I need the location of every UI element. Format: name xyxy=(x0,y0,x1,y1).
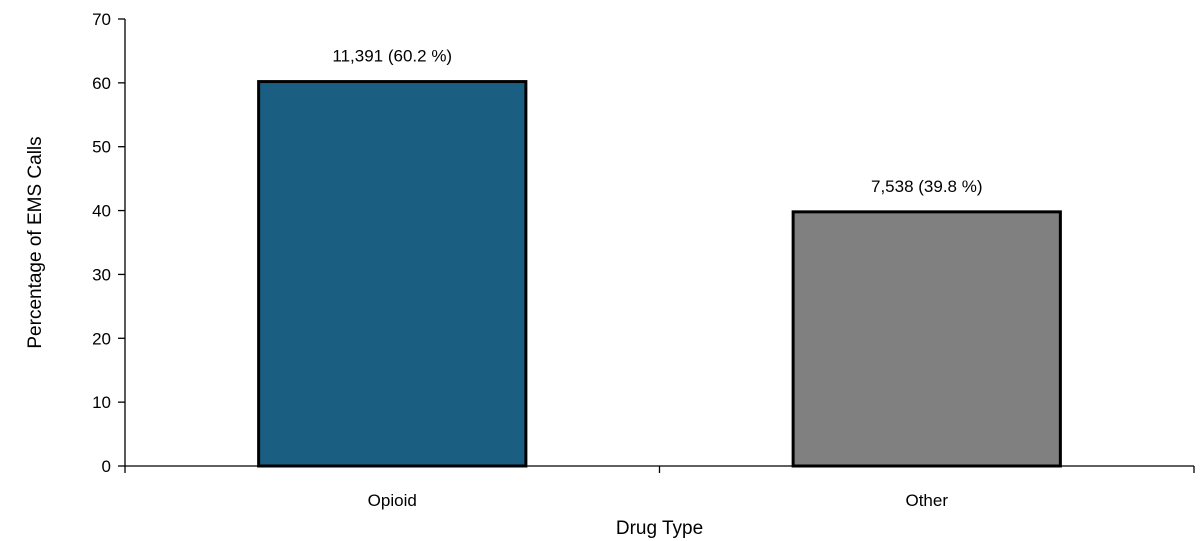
y-tick-label: 70 xyxy=(92,10,111,29)
data-label: 7,538 (39.8 %) xyxy=(871,177,983,196)
x-tick-label: Other xyxy=(905,491,948,510)
y-tick-label: 50 xyxy=(92,138,111,157)
data-label: 11,391 (60.2 %) xyxy=(332,47,452,66)
bar-opioid xyxy=(257,80,528,468)
y-tick-label: 0 xyxy=(102,457,111,476)
y-axis-ticks: 0 10 20 30 40 50 60 70 xyxy=(92,10,125,476)
bars xyxy=(257,80,1062,468)
x-axis-ticks: Opioid Other xyxy=(124,466,1195,510)
y-axis-title: Percentage of EMS Calls xyxy=(25,136,46,348)
bar-other xyxy=(791,210,1062,468)
y-tick-label: 30 xyxy=(92,265,111,284)
x-tick-label: Opioid xyxy=(368,491,417,510)
y-tick-label: 60 xyxy=(92,74,111,93)
y-tick-label: 20 xyxy=(92,329,111,348)
data-labels: 11,391 (60.2 %) 7,538 (39.8 %) xyxy=(332,47,982,196)
x-axis-title: Drug Type xyxy=(616,518,703,539)
y-tick-label: 10 xyxy=(92,393,111,412)
y-tick-label: 40 xyxy=(92,202,111,221)
